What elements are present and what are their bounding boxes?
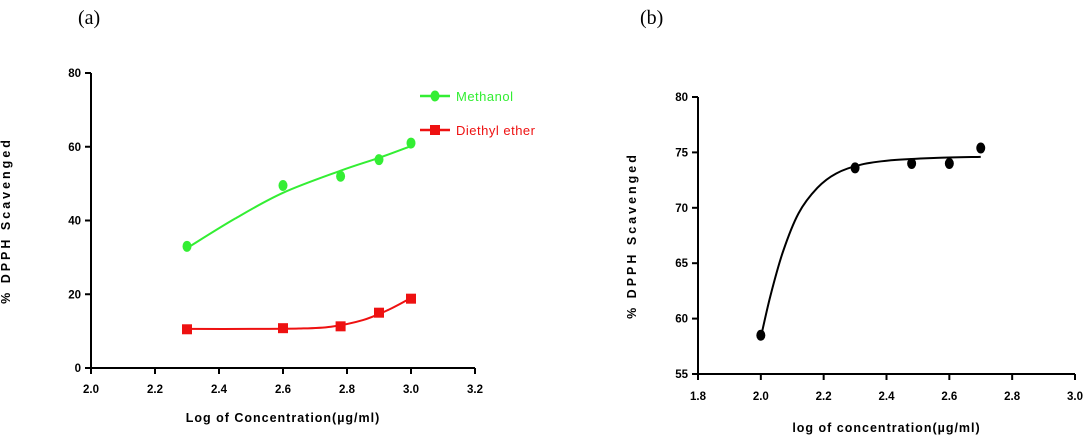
data-point-series-0 — [976, 142, 986, 154]
data-point-series-0 — [756, 329, 766, 341]
fit-curve-series-1 — [186, 297, 412, 330]
data-point-series-0 — [374, 154, 384, 166]
data-point-series-1 — [406, 293, 416, 304]
x-tick-label: 2.2 — [147, 384, 163, 396]
x-tick-label: 2.0 — [753, 391, 769, 403]
y-tick-label: 60 — [675, 314, 688, 326]
legend-marker — [430, 90, 440, 102]
y-tick-label: 60 — [68, 142, 81, 154]
x-axis-title: log of concentration(µg/ml) — [792, 421, 980, 435]
y-tick-label: 70 — [675, 203, 688, 215]
y-axis-title: % DPPH Scavenged — [0, 137, 13, 304]
x-tick-label: 2.6 — [275, 384, 291, 396]
y-tick-label: 80 — [68, 68, 81, 80]
data-point-series-1 — [335, 321, 346, 332]
data-point-series-0 — [336, 170, 346, 182]
x-tick-label: 3.0 — [403, 384, 419, 396]
data-point-series-0 — [907, 157, 917, 169]
y-tick-label: 0 — [75, 363, 81, 375]
y-axis-title: % DPPH Scavenged — [625, 152, 639, 319]
y-tick-label: 65 — [675, 258, 688, 270]
chart-a: 0 20 40 60 80 2.0 2.2 2.4 2.6 2.8 3.0 3.2 Log of Con… — [0, 68, 536, 425]
y-tick-label: 55 — [675, 369, 688, 381]
y-tick-label: 80 — [675, 92, 688, 104]
x-axis-title: Log of Concentration(µg/ml) — [186, 411, 381, 425]
data-point-series-0 — [278, 179, 288, 191]
fit-curve-series-0 — [759, 155, 981, 338]
data-point-series-1 — [278, 323, 288, 334]
x-tick-label: 2.8 — [1004, 391, 1021, 403]
legend-label: Diethyl ether — [456, 123, 536, 138]
x-tick-label: 3.0 — [1067, 391, 1083, 403]
data-point-series-0 — [850, 162, 860, 174]
x-tick-label: 2.0 — [83, 384, 99, 396]
panel-label-b: (b) — [640, 7, 663, 29]
legend-marker — [430, 125, 440, 135]
y-tick-label: 75 — [675, 147, 688, 159]
data-point-series-0 — [406, 137, 416, 149]
data-point-series-1 — [182, 324, 192, 335]
data-point-series-1 — [374, 307, 384, 318]
x-tick-label: 2.4 — [879, 391, 896, 403]
x-tick-label: 3.2 — [467, 384, 483, 396]
x-tick-label: 2.2 — [816, 391, 832, 403]
data-point-series-0 — [182, 240, 192, 252]
y-tick-label: 40 — [68, 216, 81, 228]
x-tick-label: 2.6 — [941, 391, 957, 403]
x-tick-label: 1.8 — [690, 391, 707, 403]
x-tick-label: 2.8 — [339, 384, 356, 396]
panel-label-a: (a) — [78, 7, 100, 29]
y-tick-label: 20 — [68, 289, 81, 301]
x-tick-label: 2.4 — [211, 384, 228, 396]
chart-b: 55 60 65 70 75 80 1.8 2.0 2.2 2.4 2.6 2.8 3.0 log of … — [625, 92, 1083, 435]
data-point-series-0 — [944, 157, 954, 169]
legend-label: Methanol — [456, 89, 513, 104]
